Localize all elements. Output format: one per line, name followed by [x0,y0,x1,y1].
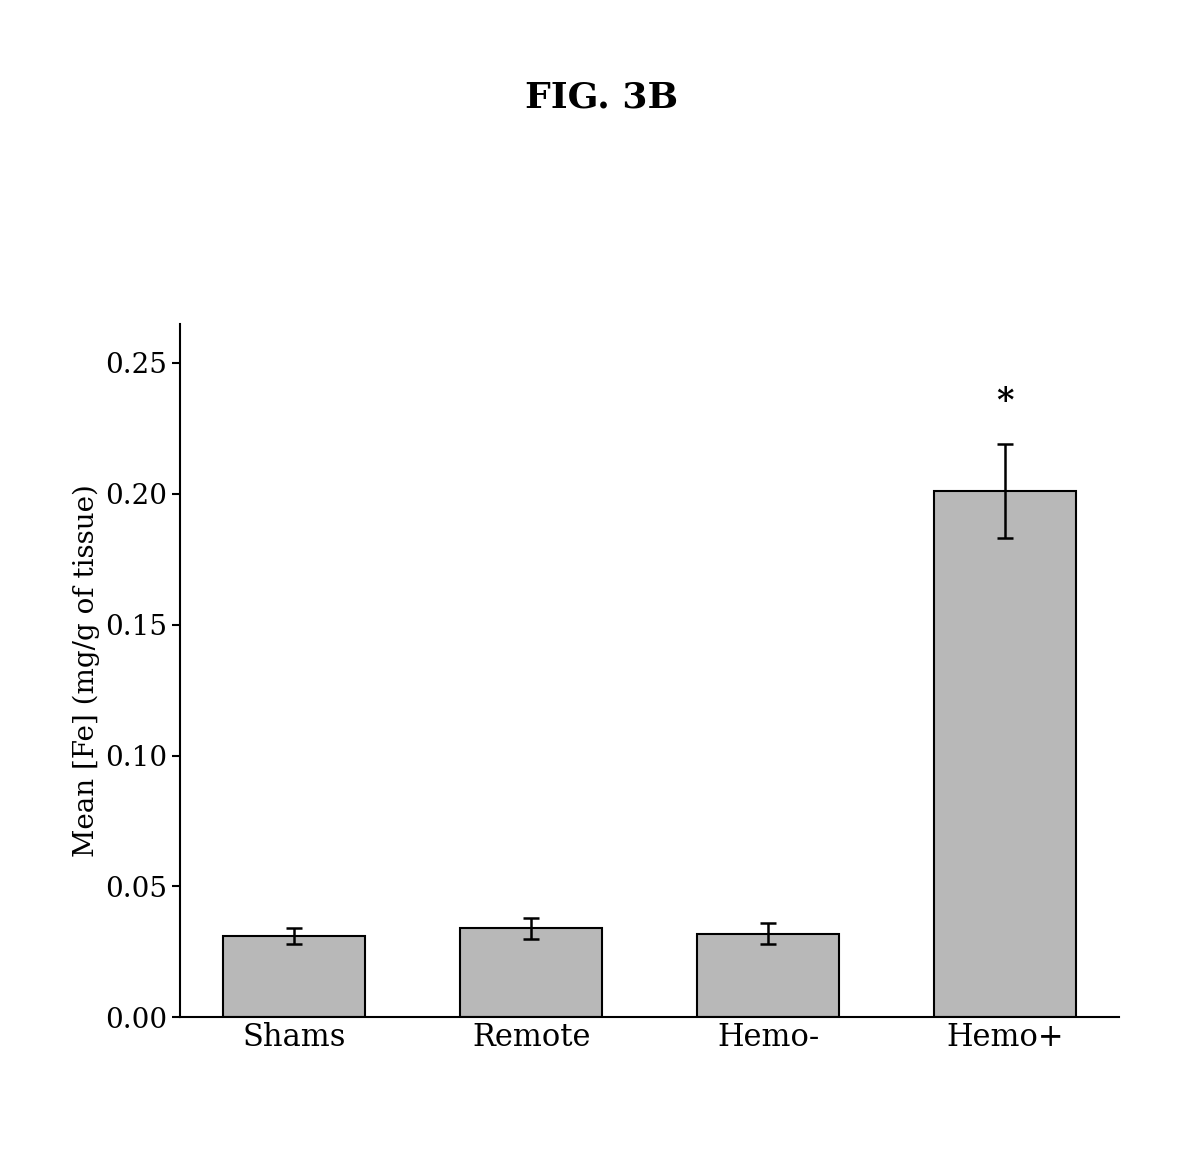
Bar [934,491,1077,1017]
Y-axis label: Mean [Fe] (mg/g of tissue): Mean [Fe] (mg/g of tissue) [72,484,100,857]
Text: *: * [996,385,1014,418]
Text: FIG. 3B: FIG. 3B [525,81,678,114]
Bar [460,928,603,1017]
Bar [223,936,366,1017]
Bar [697,934,840,1017]
